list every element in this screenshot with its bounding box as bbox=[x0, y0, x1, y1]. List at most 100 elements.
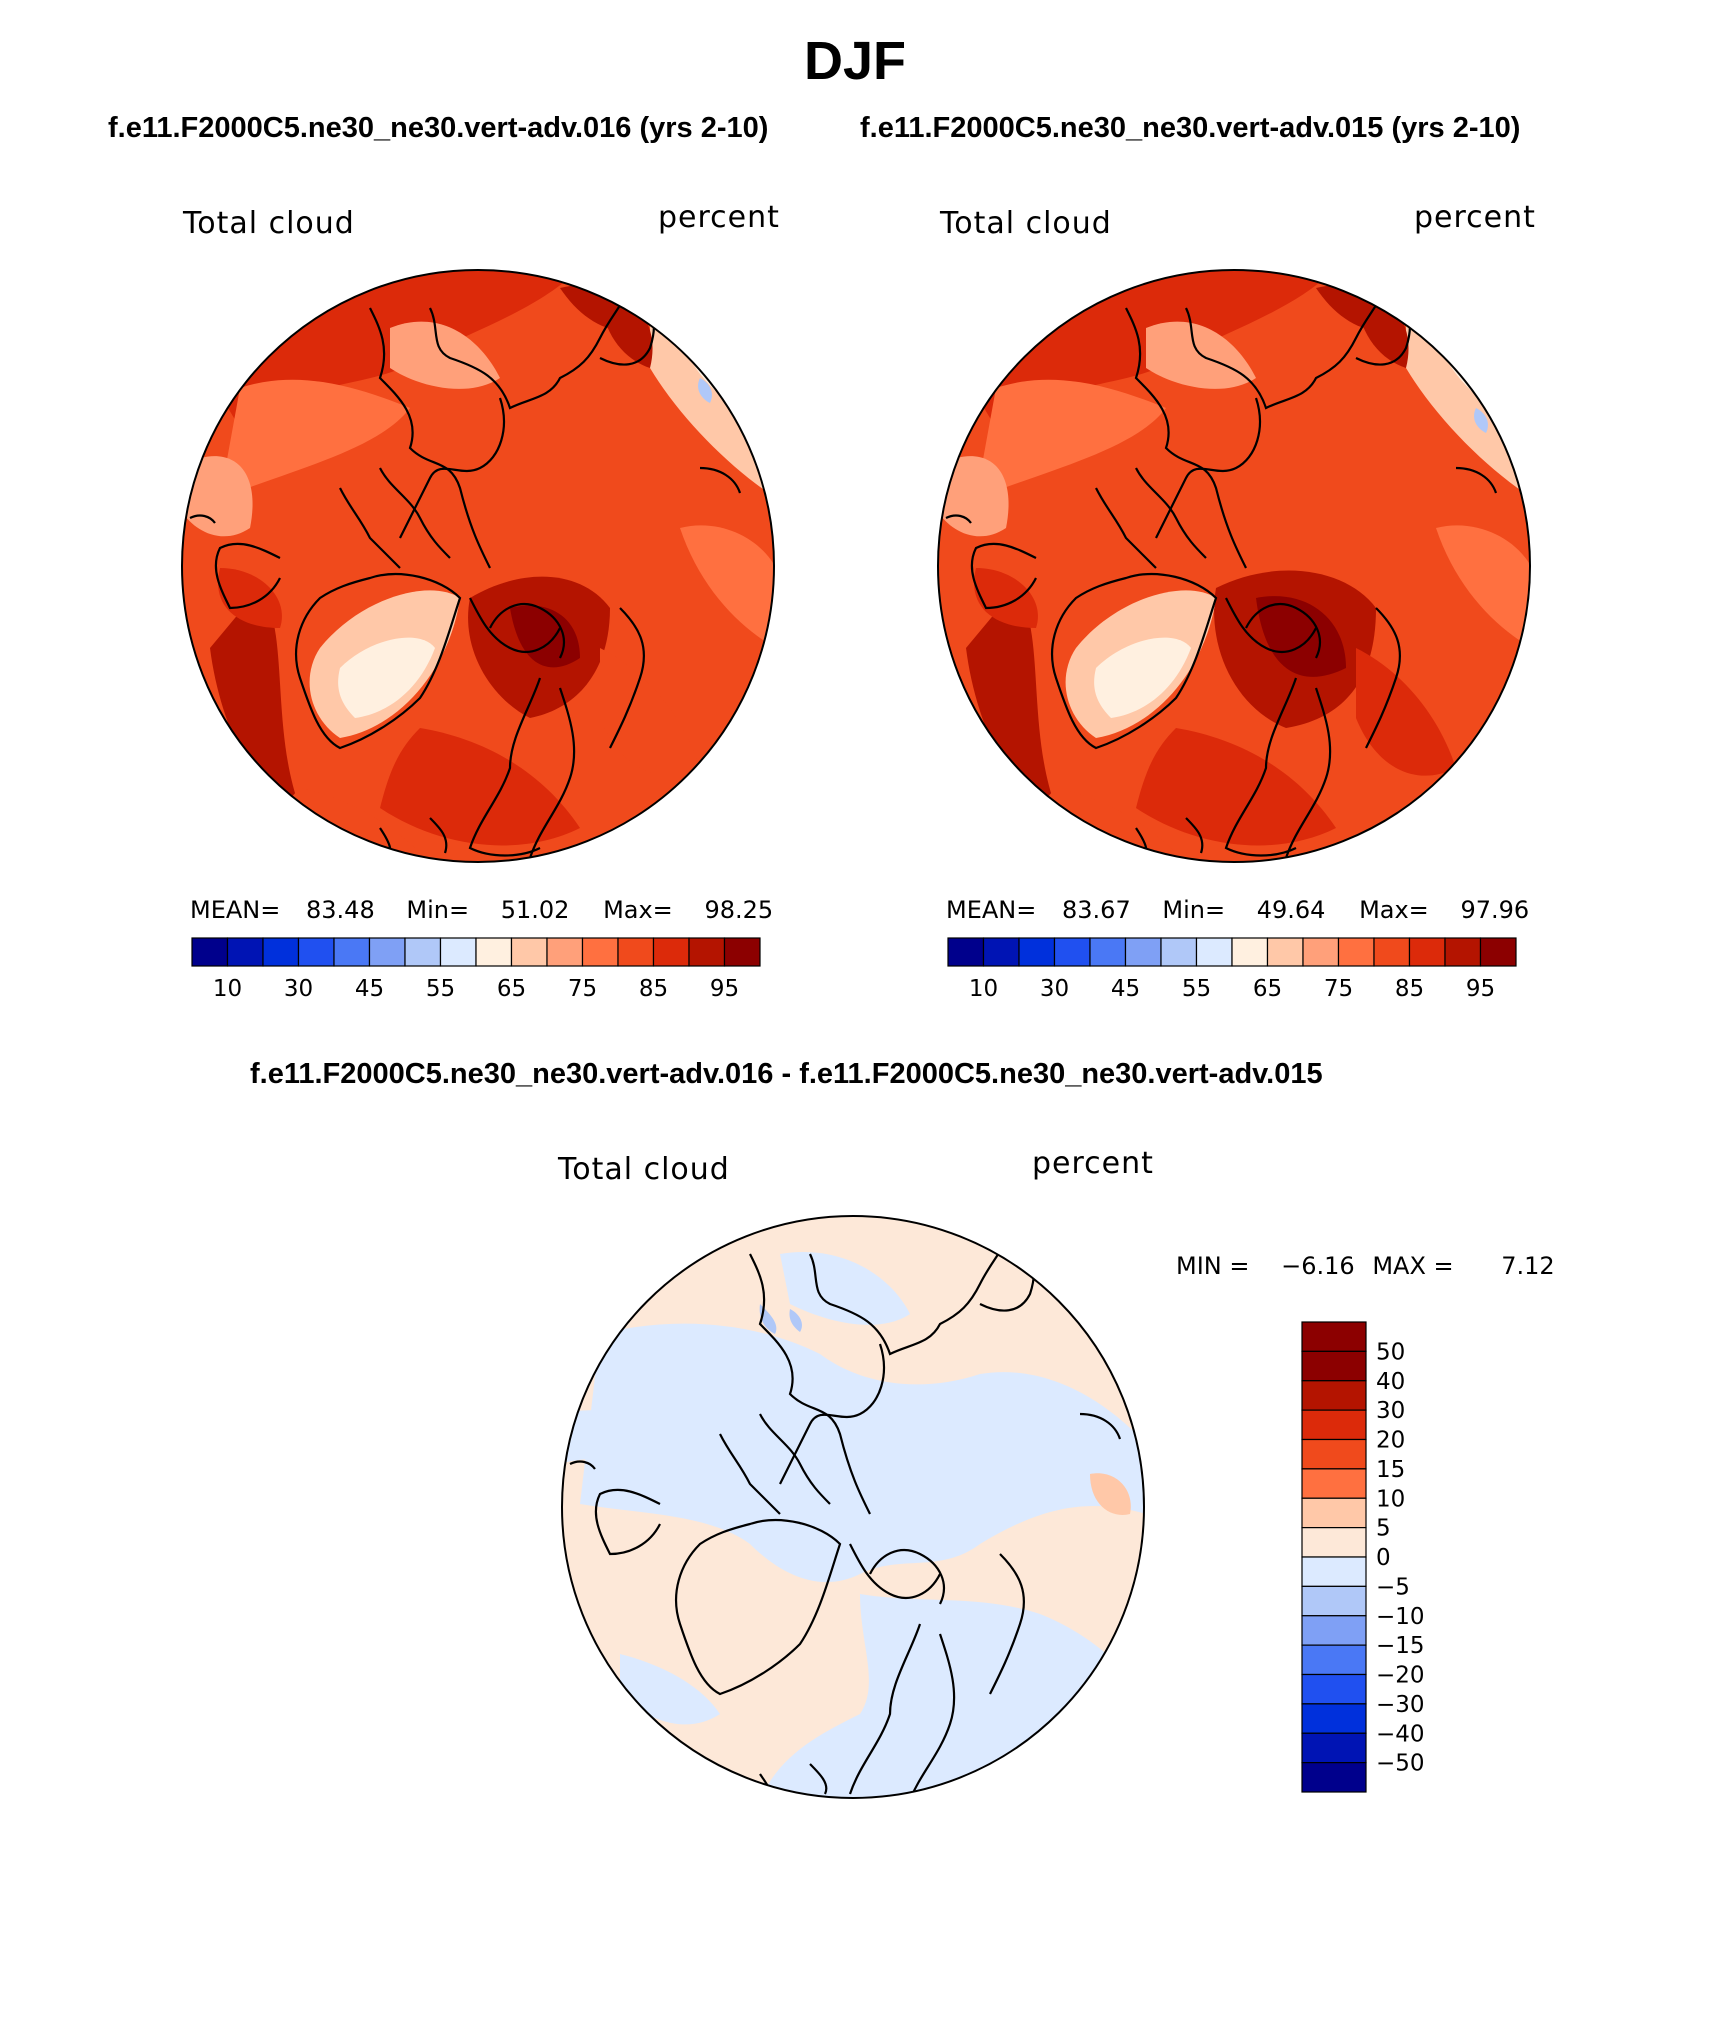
min-value: 51.02 bbox=[500, 896, 570, 924]
colorbar-swatch bbox=[475, 937, 513, 967]
colorbar-swatch bbox=[546, 937, 584, 967]
colorbar-tick-label: 10 bbox=[213, 976, 242, 1002]
colorbar-swatch bbox=[1124, 937, 1162, 967]
mean-value: 83.67 bbox=[1062, 896, 1131, 924]
panel-2-stats: MEAN= 83.67 Min= 49.64 Max= 97.96 bbox=[946, 896, 1529, 924]
colorbar-tick-label: −40 bbox=[1376, 1721, 1425, 1747]
colorbar-swatch bbox=[1301, 1527, 1367, 1558]
colorbar-tick-label: 0 bbox=[1376, 1545, 1391, 1571]
colorbar-tick-label: 95 bbox=[1466, 976, 1495, 1002]
mean-value: 83.48 bbox=[306, 896, 375, 924]
max-label: Max= bbox=[603, 896, 673, 924]
colorbar-swatch bbox=[652, 937, 690, 967]
max-value: 97.96 bbox=[1460, 896, 1530, 924]
colorbar-tick-label: 40 bbox=[1376, 1369, 1405, 1395]
colorbar-swatch bbox=[1301, 1585, 1367, 1617]
colorbar-swatch bbox=[982, 937, 1020, 967]
colorbar-tick-label: 30 bbox=[1376, 1398, 1405, 1424]
panel-1-stats: MEAN= 83.48 Min= 51.02 Max= 98.25 bbox=[190, 896, 773, 924]
colorbar-swatch bbox=[297, 937, 335, 967]
colorbar-tick-label: 10 bbox=[969, 976, 998, 1002]
colorbar-swatch bbox=[1018, 937, 1056, 967]
min-label: Min= bbox=[1162, 896, 1226, 924]
colorbar-swatch bbox=[368, 937, 406, 967]
panel-1-case-title: f.e11.F2000C5.ne30_ne30.vert-adv.016 (yr… bbox=[108, 112, 769, 144]
colorbar-tick-label: 85 bbox=[639, 976, 668, 1002]
colorbar-swatch bbox=[1301, 1380, 1367, 1411]
colorbar-tick-label: 55 bbox=[1182, 976, 1211, 1002]
colorbar-tick-label: −20 bbox=[1376, 1663, 1425, 1689]
colorbar-tick-label: 20 bbox=[1376, 1428, 1405, 1454]
colorbar-swatch bbox=[723, 937, 761, 967]
colorbar-swatch bbox=[1444, 937, 1482, 967]
colorbar-swatch bbox=[1301, 1409, 1367, 1441]
colorbar-swatch bbox=[1301, 1644, 1367, 1676]
colorbar-swatch bbox=[1301, 1321, 1367, 1352]
colorbar-swatch bbox=[1089, 937, 1127, 967]
panel-1-colorbar: 10 30 45 55 65 75 85 95 bbox=[191, 937, 761, 1002]
colorbar-swatch bbox=[1301, 1703, 1367, 1734]
colorbar-swatch bbox=[1160, 937, 1198, 967]
colorbar-tick-label: 15 bbox=[1376, 1457, 1405, 1483]
panel-2-units-label: percent bbox=[1414, 200, 1536, 235]
colorbar-tick-label: −50 bbox=[1376, 1751, 1425, 1777]
colorbar-swatch bbox=[1195, 937, 1233, 967]
colorbar-swatch bbox=[688, 937, 726, 967]
colorbar-tick-label: −10 bbox=[1376, 1604, 1425, 1630]
max-label: Max= bbox=[1359, 896, 1429, 924]
colorbar-swatch bbox=[1479, 937, 1517, 967]
diff-minmax: MIN = −6.16 MAX = 7.12 bbox=[1176, 1252, 1555, 1280]
colorbar-swatch bbox=[226, 937, 264, 967]
colorbar-swatch bbox=[510, 937, 548, 967]
panel-1-variable-label: Total cloud bbox=[183, 206, 355, 241]
panel-1-polar-map bbox=[181, 269, 775, 863]
diff-units-label: percent bbox=[1032, 1146, 1154, 1181]
colorbar-swatch bbox=[617, 937, 655, 967]
colorbar-swatch bbox=[1301, 1556, 1367, 1587]
colorbar-swatch bbox=[1301, 1497, 1367, 1529]
colorbar-swatch bbox=[1337, 937, 1375, 967]
colorbar-tick-label: −5 bbox=[1376, 1574, 1410, 1600]
colorbar-swatch bbox=[333, 937, 371, 967]
panel-2-polar-map bbox=[937, 269, 1531, 863]
panel-1-units-label: percent bbox=[658, 200, 780, 235]
panel-2-colorbar: 10 30 45 55 65 75 85 95 bbox=[947, 937, 1517, 1002]
colorbar-swatch bbox=[947, 937, 985, 967]
colorbar-tick-label: 45 bbox=[1111, 976, 1140, 1002]
max-value: 7.12 bbox=[1501, 1252, 1555, 1280]
colorbar-swatch bbox=[262, 937, 300, 967]
max-value: 98.25 bbox=[704, 896, 774, 924]
colorbar-tick-label: 5 bbox=[1376, 1516, 1391, 1542]
figure-title: DJF bbox=[803, 31, 906, 91]
colorbar-tick-label: 55 bbox=[426, 976, 455, 1002]
colorbar-tick-label: 75 bbox=[568, 976, 597, 1002]
colorbar-swatch bbox=[1301, 1438, 1367, 1470]
colorbar-swatch bbox=[1301, 1732, 1367, 1764]
colorbar-tick-label: 30 bbox=[284, 976, 313, 1002]
colorbar-swatch bbox=[1302, 937, 1340, 967]
colorbar-swatch bbox=[1231, 937, 1269, 967]
colorbar-tick-label: 85 bbox=[1395, 976, 1424, 1002]
colorbar-tick-label: 30 bbox=[1040, 976, 1069, 1002]
panel-2-case-title: f.e11.F2000C5.ne30_ne30.vert-adv.015 (yr… bbox=[860, 112, 1521, 144]
colorbar-tick-label: 65 bbox=[1253, 976, 1282, 1002]
mean-label: MEAN= bbox=[190, 896, 281, 924]
colorbar-swatch bbox=[1373, 937, 1411, 967]
diff-polar-map bbox=[561, 1215, 1145, 1799]
mean-label: MEAN= bbox=[946, 896, 1037, 924]
colorbar-swatch bbox=[1301, 1673, 1367, 1705]
colorbar-swatch bbox=[1266, 937, 1304, 967]
colorbar-swatch bbox=[1301, 1468, 1367, 1499]
colorbar-swatch bbox=[1301, 1762, 1367, 1793]
colorbar-swatch bbox=[581, 937, 619, 967]
colorbar-tick-label: 50 bbox=[1376, 1339, 1405, 1365]
colorbar-tick-label: 65 bbox=[497, 976, 526, 1002]
diff-variable-label: Total cloud bbox=[558, 1152, 730, 1187]
colorbar-tick-label: 75 bbox=[1324, 976, 1353, 1002]
colorbar-tick-label: 10 bbox=[1376, 1486, 1405, 1512]
min-label: Min= bbox=[406, 896, 470, 924]
colorbar-tick-label: 95 bbox=[710, 976, 739, 1002]
colorbar-tick-label: −30 bbox=[1376, 1692, 1425, 1718]
colorbar-swatch bbox=[1301, 1350, 1367, 1382]
colorbar-tick-label: 45 bbox=[355, 976, 384, 1002]
